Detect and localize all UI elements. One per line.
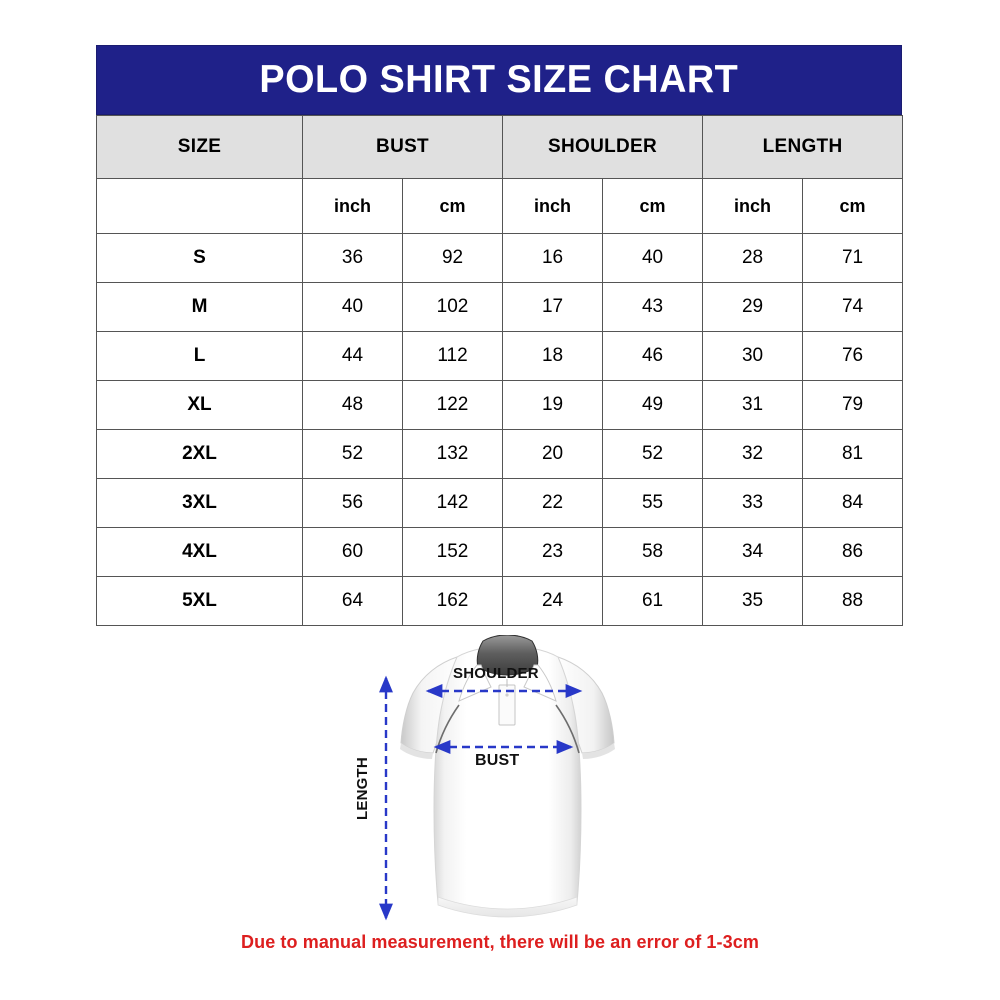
cell-shoulder-cm: 43 bbox=[602, 282, 704, 332]
table-unit-header-row: inch cm inch cm inch cm bbox=[96, 178, 904, 234]
column-header-length: LENGTH bbox=[702, 115, 904, 179]
cell-length-inch: 35 bbox=[702, 576, 804, 626]
table-row: XL 48 122 19 49 31 79 bbox=[96, 380, 904, 430]
unit-cell-bust-cm: cm bbox=[401, 178, 504, 234]
cell-length-inch: 30 bbox=[702, 331, 804, 381]
cell-shoulder-cm: 40 bbox=[602, 233, 704, 283]
table-row: S 36 92 16 40 28 71 bbox=[96, 233, 904, 283]
unit-cell-empty bbox=[96, 178, 303, 234]
cell-size: 3XL bbox=[96, 478, 303, 528]
cell-shoulder-cm: 49 bbox=[602, 380, 704, 430]
shirt-sleeve-cuff-right bbox=[582, 743, 615, 759]
cell-length-cm: 84 bbox=[802, 478, 904, 528]
chart-title-bar: POLO SHIRT SIZE CHART bbox=[96, 45, 902, 115]
cell-bust-cm: 132 bbox=[401, 429, 504, 479]
cell-length-cm: 71 bbox=[802, 233, 904, 283]
cell-length-cm: 88 bbox=[802, 576, 904, 626]
cell-length-cm: 76 bbox=[802, 331, 904, 381]
cell-bust-cm: 152 bbox=[401, 527, 504, 577]
cell-size: L bbox=[96, 331, 303, 381]
cell-length-inch: 31 bbox=[702, 380, 804, 430]
cell-bust-cm: 122 bbox=[401, 380, 504, 430]
size-chart-table: SIZE BUST SHOULDER LENGTH inch cm inch c… bbox=[96, 115, 904, 626]
cell-size: XL bbox=[96, 380, 303, 430]
table-row: 2XL 52 132 20 52 32 81 bbox=[96, 429, 904, 479]
cell-length-inch: 33 bbox=[702, 478, 804, 528]
cell-bust-inch: 36 bbox=[302, 233, 403, 283]
shirt-sleeve-cuff-left bbox=[400, 743, 433, 759]
unit-cell-shoulder-inch: inch bbox=[502, 178, 604, 234]
cell-length-inch: 32 bbox=[702, 429, 804, 479]
cell-bust-cm: 112 bbox=[401, 331, 504, 381]
cell-shoulder-inch: 16 bbox=[502, 233, 604, 283]
cell-bust-inch: 40 bbox=[302, 282, 403, 332]
cell-shoulder-inch: 19 bbox=[502, 380, 604, 430]
column-header-shoulder: SHOULDER bbox=[502, 115, 704, 179]
cell-shoulder-inch: 24 bbox=[502, 576, 604, 626]
measurement-disclaimer: Due to manual measurement, there will be… bbox=[241, 932, 759, 952]
bust-label: BUST bbox=[475, 752, 520, 769]
cell-shoulder-inch: 23 bbox=[502, 527, 604, 577]
cell-bust-cm: 162 bbox=[401, 576, 504, 626]
cell-bust-inch: 56 bbox=[302, 478, 403, 528]
unit-cell-shoulder-cm: cm bbox=[602, 178, 704, 234]
table-row: 5XL 64 162 24 61 35 88 bbox=[96, 576, 904, 626]
unit-cell-length-cm: cm bbox=[802, 178, 904, 234]
cell-bust-inch: 48 bbox=[302, 380, 403, 430]
cell-shoulder-inch: 22 bbox=[502, 478, 604, 528]
cell-length-inch: 34 bbox=[702, 527, 804, 577]
table-row: L 44 112 18 46 30 76 bbox=[96, 331, 904, 381]
table-row: 3XL 56 142 22 55 33 84 bbox=[96, 478, 904, 528]
cell-bust-cm: 102 bbox=[401, 282, 504, 332]
table-row: M 40 102 17 43 29 74 bbox=[96, 282, 904, 332]
unit-cell-bust-inch: inch bbox=[302, 178, 403, 234]
cell-bust-cm: 92 bbox=[401, 233, 504, 283]
cell-shoulder-cm: 46 bbox=[602, 331, 704, 381]
measurement-arrows bbox=[379, 675, 583, 921]
cell-shoulder-inch: 20 bbox=[502, 429, 604, 479]
cell-size: 5XL bbox=[96, 576, 303, 626]
unit-cell-length-inch: inch bbox=[702, 178, 804, 234]
cell-size: S bbox=[96, 233, 303, 283]
cell-length-cm: 79 bbox=[802, 380, 904, 430]
column-header-bust: BUST bbox=[301, 115, 504, 179]
cell-shoulder-inch: 17 bbox=[502, 282, 604, 332]
cell-bust-inch: 44 bbox=[302, 331, 403, 381]
cell-length-cm: 74 bbox=[802, 282, 904, 332]
cell-shoulder-cm: 58 bbox=[602, 527, 704, 577]
cell-bust-inch: 64 bbox=[302, 576, 403, 626]
cell-size: 2XL bbox=[96, 429, 303, 479]
measurement-diagram: SHOULDER BUST LENGTH bbox=[353, 630, 645, 930]
cell-shoulder-cm: 55 bbox=[602, 478, 704, 528]
table-row: 4XL 60 152 23 58 34 86 bbox=[96, 527, 904, 577]
cell-length-inch: 29 bbox=[702, 282, 804, 332]
cell-size: M bbox=[96, 282, 303, 332]
cell-bust-inch: 60 bbox=[302, 527, 403, 577]
shoulder-label: SHOULDER bbox=[453, 665, 539, 682]
cell-length-inch: 28 bbox=[702, 233, 804, 283]
length-label: LENGTH bbox=[353, 757, 371, 820]
shirt-seam-right bbox=[555, 704, 580, 754]
cell-length-cm: 86 bbox=[802, 527, 904, 577]
shirt-hem bbox=[437, 896, 578, 918]
cell-length-cm: 81 bbox=[802, 429, 904, 479]
cell-bust-inch: 52 bbox=[302, 429, 403, 479]
cell-shoulder-cm: 52 bbox=[602, 429, 704, 479]
size-chart-container: POLO SHIRT SIZE CHART SIZE BUST SHOULDER… bbox=[96, 45, 904, 626]
cell-shoulder-cm: 61 bbox=[602, 576, 704, 626]
table-group-header-row: SIZE BUST SHOULDER LENGTH bbox=[96, 115, 904, 179]
polo-shirt-illustration bbox=[400, 635, 615, 918]
cell-bust-cm: 142 bbox=[401, 478, 504, 528]
column-header-size: SIZE bbox=[96, 115, 303, 179]
cell-shoulder-inch: 18 bbox=[502, 331, 604, 381]
cell-size: 4XL bbox=[96, 527, 303, 577]
page-title: POLO SHIRT SIZE CHART bbox=[259, 58, 739, 101]
